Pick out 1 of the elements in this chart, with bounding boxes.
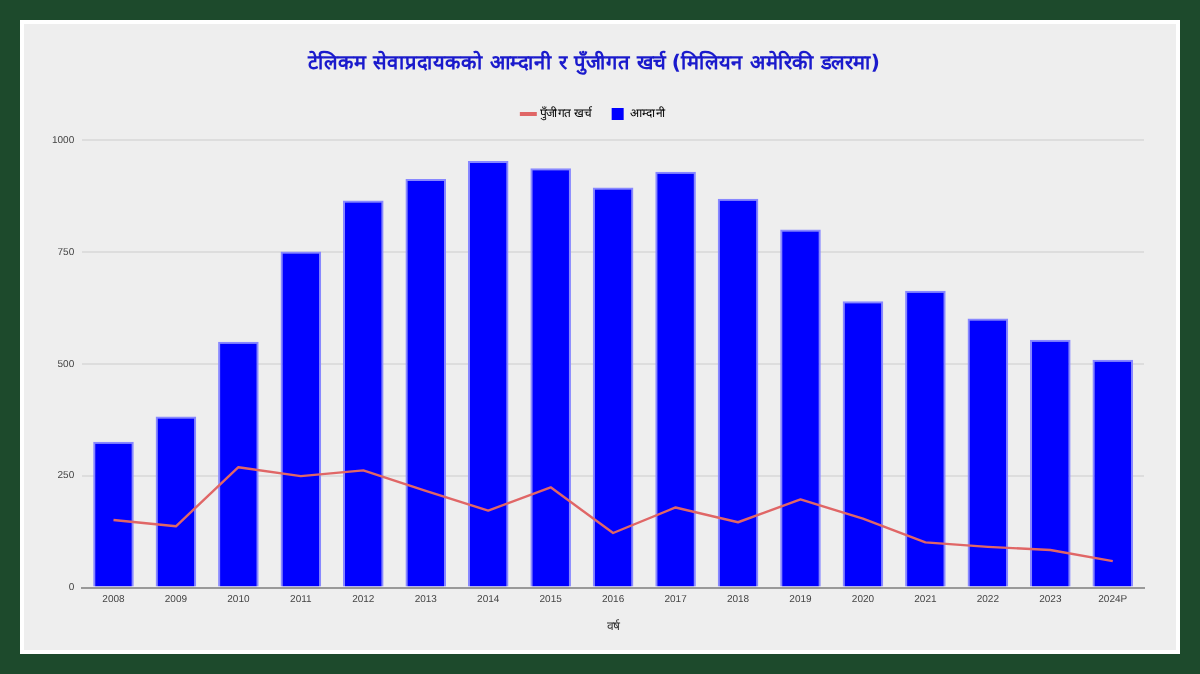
chart-title: टेलिकम सेवाप्रदायकको आम्दानी र पुँजीगत खर्च (मिलियन अमेरिकी डलरमा) [306, 49, 880, 76]
